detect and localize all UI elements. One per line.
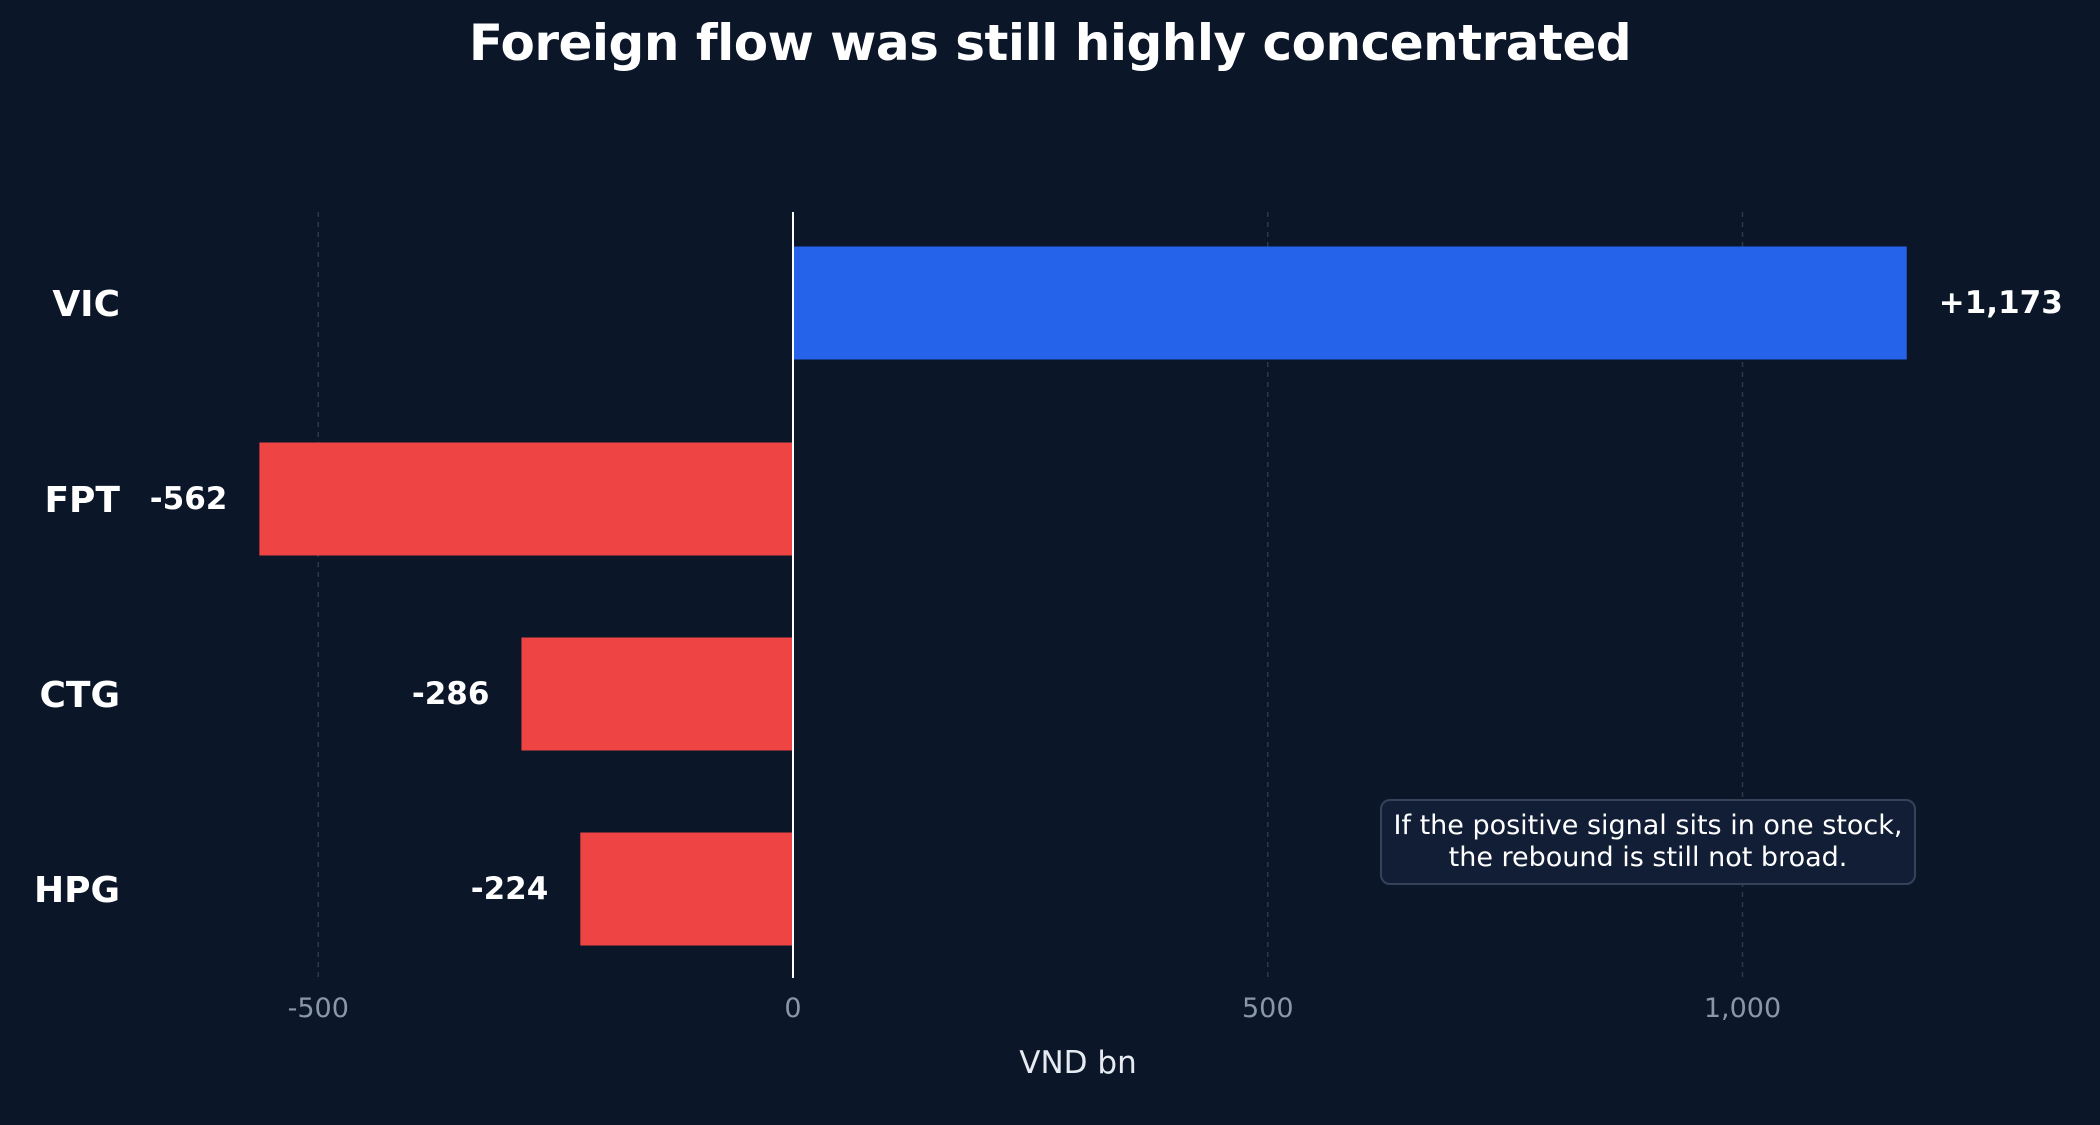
- category-label: HPG: [34, 870, 120, 911]
- bar-ctg: [521, 637, 793, 751]
- bar-hpg: [580, 832, 793, 946]
- grid-lines: [317, 212, 1744, 978]
- annotation-box: If the positive signal sits in one stock…: [1380, 799, 1916, 885]
- chart-title: Foreign flow was still highly concentrat…: [468, 14, 1632, 72]
- x-tick-label: 0: [784, 993, 801, 1024]
- category-label: CTG: [39, 675, 120, 716]
- labels: -500 0 500 1,000 VIC +1,173 FPT -562 CTG -286 HPG -…: [34, 284, 2063, 1024]
- category-label: FPT: [44, 480, 120, 521]
- value-label: -224: [471, 871, 549, 907]
- bars: [259, 246, 1907, 946]
- category-label: VIC: [52, 284, 120, 325]
- x-tick-label: 1,000: [1704, 993, 1781, 1024]
- bar-fpt: [259, 442, 794, 556]
- annotation-line-2: the rebound is still not broad.: [1448, 842, 1848, 873]
- x-tick-label: 500: [1242, 993, 1294, 1024]
- annotation-line-1: If the positive signal sits in one stock…: [1393, 810, 1903, 841]
- x-axis-title: VND bn: [1019, 1045, 1136, 1081]
- value-label: -562: [150, 481, 228, 517]
- bar-vic: [793, 246, 1907, 360]
- value-label: +1,173: [1939, 285, 2063, 321]
- value-label: -286: [412, 676, 490, 712]
- x-tick-label: -500: [288, 993, 349, 1024]
